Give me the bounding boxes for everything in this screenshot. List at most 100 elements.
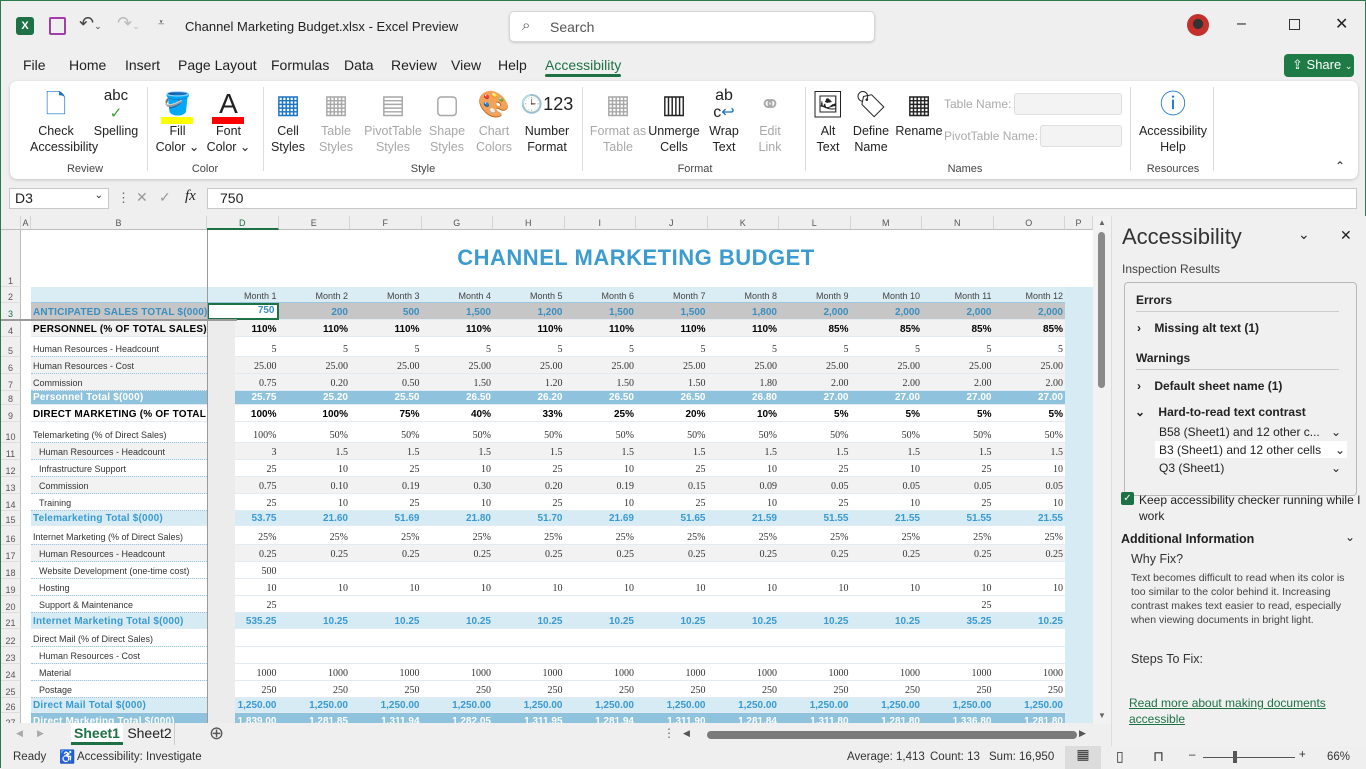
cell-value[interactable]	[422, 647, 494, 664]
cell-value[interactable]: 0.05	[994, 477, 1066, 494]
cell-value[interactable]: 50%	[636, 422, 708, 443]
search-box[interactable]: ⌕ Search	[509, 11, 875, 42]
cell-value[interactable]: 27.00	[779, 391, 851, 405]
cell-value[interactable]: 50%	[851, 422, 923, 443]
zoom-in-icon[interactable]: +	[1299, 749, 1306, 761]
cell-value[interactable]: 10%	[708, 405, 780, 422]
cell-value[interactable]: 25%	[779, 526, 851, 545]
cell-value[interactable]: 10	[565, 579, 637, 596]
cell-value[interactable]: 1,250.00	[851, 698, 923, 713]
cell-value[interactable]: 26.20	[493, 391, 565, 405]
cell-value[interactable]: 1,250.00	[279, 698, 351, 713]
cell-value[interactable]	[708, 596, 780, 613]
cell-value[interactable]: 1.50	[422, 374, 494, 391]
cell-value[interactable]: 10.25	[779, 613, 851, 629]
cell-value[interactable]	[350, 596, 422, 613]
cell-value[interactable]: 110%	[708, 320, 780, 337]
cell-value[interactable]: 21.55	[851, 511, 923, 526]
cell-value[interactable]: 2.00	[779, 374, 851, 391]
cell-value[interactable]	[565, 596, 637, 613]
cell-value[interactable]: 75%	[350, 405, 422, 422]
cell-value[interactable]: 1,500	[422, 303, 494, 320]
tab-splitter-icon[interactable]: ⋮	[663, 726, 675, 740]
cell-value[interactable]	[922, 629, 994, 647]
row-header[interactable]: 24	[1, 664, 21, 681]
cell-value[interactable]	[708, 629, 780, 647]
cell-value[interactable]: 25	[493, 494, 565, 511]
accessibility-status[interactable]: Accessibility: Investigate	[77, 751, 202, 763]
cell-value[interactable]: 1000	[422, 664, 494, 681]
undo-icon[interactable]: ↶⌄	[79, 13, 102, 34]
row-header[interactable]: 9	[1, 405, 21, 422]
cell-value[interactable]: 25%	[922, 526, 994, 545]
read-more-link[interactable]: Read more about making documents accessi…	[1129, 695, 1344, 727]
cell-value[interactable]: 2.00	[994, 374, 1066, 391]
cell-value[interactable]	[994, 562, 1066, 579]
cell-value[interactable]: 25	[922, 596, 994, 613]
cell-value[interactable]: 5%	[851, 405, 923, 422]
cell-value[interactable]: 1,250.00	[922, 698, 994, 713]
cell-value[interactable]: 1.20	[493, 374, 565, 391]
cell-value[interactable]: 27.00	[994, 391, 1066, 405]
cell-value[interactable]: 1.5	[279, 443, 351, 460]
row-header[interactable]: 26	[1, 698, 21, 713]
row-label[interactable]: Commission	[31, 477, 207, 494]
cell-value[interactable]: 0.15	[636, 477, 708, 494]
cell-value[interactable]: 25%	[422, 526, 494, 545]
tab-page-layout[interactable]: Page Layout	[178, 57, 257, 73]
row-header[interactable]: 4	[1, 320, 21, 337]
cell-value[interactable]: 10	[994, 460, 1066, 477]
cell-value[interactable]: 5	[279, 337, 351, 357]
save-icon[interactable]	[49, 17, 66, 35]
cell-value[interactable]: 0.25	[922, 545, 994, 562]
cell-value[interactable]: 33%	[493, 405, 565, 422]
cell-value[interactable]: 110%	[565, 320, 637, 337]
cell-value[interactable]: 10.25	[279, 613, 351, 629]
row-header[interactable]: 21	[1, 613, 21, 629]
cell-value[interactable]: 0.50	[350, 374, 422, 391]
cell-value[interactable]: 2,000	[922, 303, 994, 320]
cell-value[interactable]: 0.19	[350, 477, 422, 494]
redo-icon[interactable]: ↷⌄	[117, 13, 140, 34]
cell-value[interactable]: 10	[994, 579, 1066, 596]
cell-value[interactable]: 250	[851, 681, 923, 698]
row-label[interactable]: Support & Maintenance	[31, 596, 207, 613]
cell-value[interactable]: 50%	[350, 422, 422, 443]
row-header[interactable]: 13	[1, 477, 21, 494]
cell-value[interactable]: 5	[994, 337, 1066, 357]
tab-home[interactable]: Home	[69, 57, 106, 73]
cell-value[interactable]: 25%	[565, 526, 637, 545]
cell-value[interactable]: 50%	[779, 422, 851, 443]
cell-value[interactable]: 25.00	[493, 357, 565, 374]
cell-value[interactable]: 110%	[636, 320, 708, 337]
cell-value[interactable]: 10	[851, 460, 923, 477]
cell-value[interactable]: 25.00	[350, 357, 422, 374]
row-label[interactable]: ANTICIPATED SALES TOTAL $(000)	[31, 303, 207, 320]
cell-value[interactable]: 25	[779, 460, 851, 477]
cell-value[interactable]: 51.55	[779, 511, 851, 526]
column-header[interactable]: J	[636, 216, 708, 230]
insert-function-icon[interactable]: fx	[185, 188, 196, 205]
row-label[interactable]: DIRECT MARKETING (% OF TOTAL SALES)	[31, 405, 207, 422]
cell-value[interactable]: 10.25	[565, 613, 637, 629]
column-header[interactable]: M	[851, 216, 923, 230]
cell-value[interactable]: 0.05	[851, 477, 923, 494]
row-header[interactable]: 22	[1, 629, 21, 647]
zoom-level[interactable]: 66%	[1327, 751, 1350, 763]
cell-value[interactable]: 25.00	[922, 357, 994, 374]
cell-value[interactable]	[779, 629, 851, 647]
cell-value[interactable]: 10	[493, 579, 565, 596]
cell-value[interactable]	[851, 562, 923, 579]
cell-value[interactable]: 250	[636, 681, 708, 698]
cell-value[interactable]: 25.00	[994, 357, 1066, 374]
cell-value[interactable]: 51.65	[636, 511, 708, 526]
collapse-ribbon-icon[interactable]: ⌃	[1335, 159, 1345, 173]
cell-value[interactable]: 85%	[779, 320, 851, 337]
enter-icon[interactable]: ✓	[159, 189, 171, 206]
row-label[interactable]: Human Resources - Headcount	[31, 443, 207, 460]
cell-value[interactable]: 5	[636, 337, 708, 357]
cell-value[interactable]: 2.00	[851, 374, 923, 391]
cell-value[interactable]: 10	[350, 579, 422, 596]
row-header[interactable]: 25	[1, 681, 21, 698]
cell-value[interactable]: 1000	[851, 664, 923, 681]
